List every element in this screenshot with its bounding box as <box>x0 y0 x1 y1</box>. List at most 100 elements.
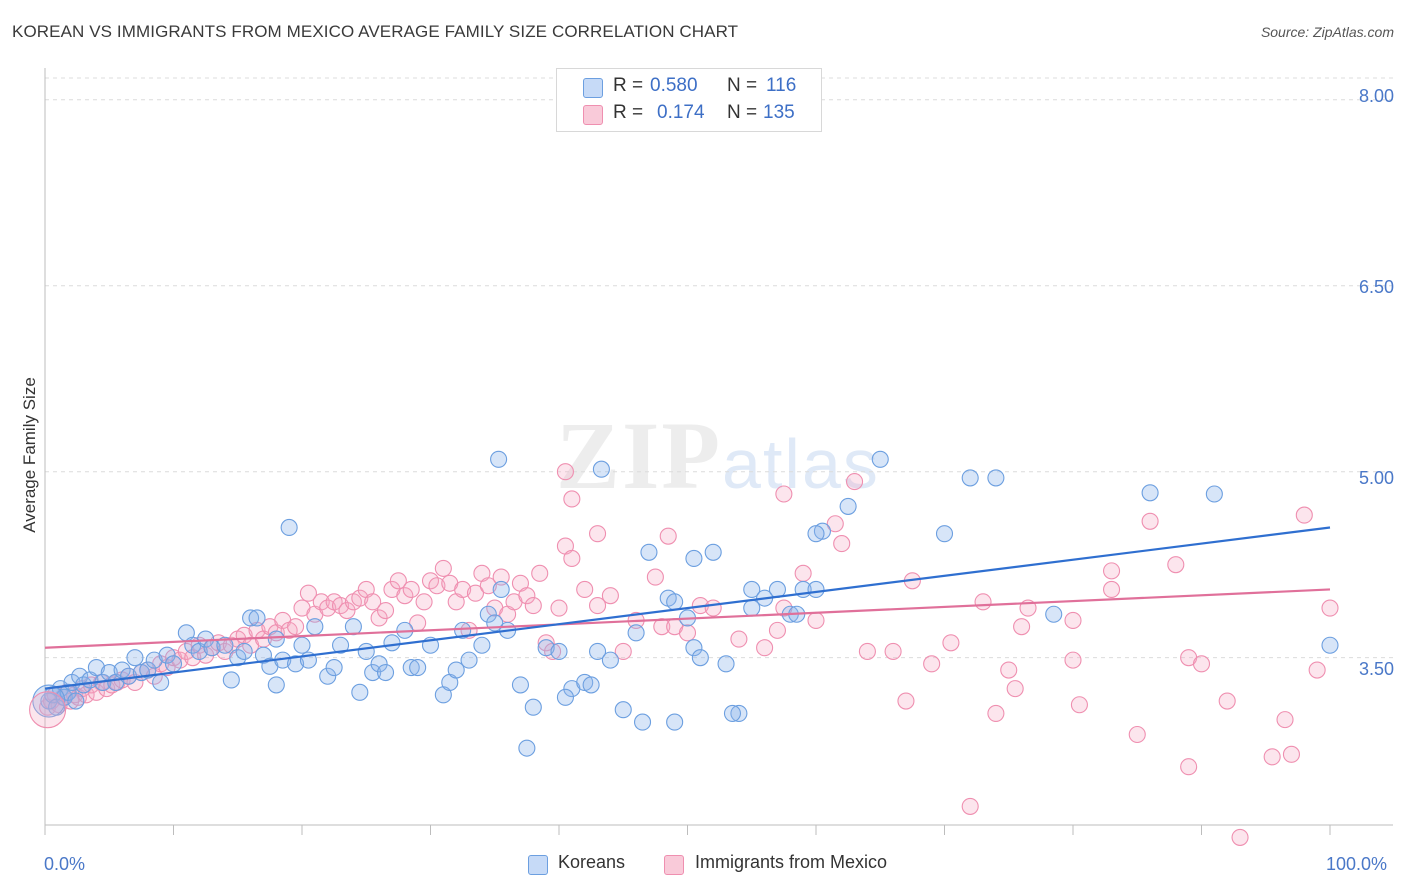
koreans-point <box>87 659 105 677</box>
koreans-point <box>592 460 610 478</box>
koreans-point <box>550 642 568 660</box>
koreans-point <box>492 580 510 599</box>
mexico-point <box>364 593 382 611</box>
mexico-point <box>1064 611 1082 630</box>
mexico-point <box>396 587 414 605</box>
mexico-point <box>479 577 497 595</box>
koreans-point <box>807 580 825 599</box>
mexico-point <box>923 655 941 673</box>
koreans-point <box>158 646 176 664</box>
mexico-point <box>312 593 330 611</box>
mexico-trend-line <box>44 588 1331 649</box>
koreans-swatch <box>583 78 603 98</box>
mexico-legend-swatch <box>664 855 684 875</box>
x-tick-label-start: 0.0% <box>44 854 86 874</box>
koreans-point <box>666 713 684 731</box>
mexico-point <box>1000 661 1018 679</box>
koreans-point <box>601 651 619 669</box>
n-value: 135 <box>763 102 795 123</box>
koreans-point <box>364 663 382 682</box>
koreans-point <box>730 704 748 722</box>
koreans-point <box>67 692 85 710</box>
koreans-point <box>961 469 979 487</box>
mexico-point <box>454 580 472 599</box>
r-value: 0.580 <box>650 75 698 96</box>
watermark: ZIPatlas <box>556 400 880 511</box>
mexico-point <box>897 692 915 710</box>
mexico-point <box>974 593 992 611</box>
mexico-point <box>1013 618 1031 636</box>
koreans-point <box>556 688 574 706</box>
koreans-point <box>351 683 369 701</box>
legend-row-mexico: R = 0.174 N = 135 <box>557 102 821 128</box>
mexico-point <box>299 584 317 602</box>
koreans-legend-label: Koreans <box>558 852 626 872</box>
koreans-point <box>460 651 478 669</box>
koreans-trend-line <box>44 526 1331 690</box>
koreans-point <box>717 655 735 673</box>
mexico-point <box>1276 711 1294 729</box>
mexico-point <box>858 642 876 660</box>
mexico-point <box>537 634 555 652</box>
koreans-point <box>1321 636 1339 654</box>
y-axis-label: Average Family Size <box>20 377 39 533</box>
y-tick-label: 3.50 <box>1358 659 1394 679</box>
bottom-legend-mexico: Immigrants from Mexico <box>664 852 888 875</box>
mexico-point <box>1103 562 1121 580</box>
n-label: N = <box>727 102 758 123</box>
koreans-point <box>139 661 157 679</box>
koreans-point <box>383 634 401 652</box>
bottom-legend-koreans: Koreans <box>528 852 626 875</box>
legend-row-koreans: R = 0.580 N = 116 <box>557 75 821 101</box>
mexico-point <box>704 599 722 617</box>
koreans-point <box>370 655 388 673</box>
koreans-point <box>511 676 530 694</box>
koreans-point <box>871 450 889 468</box>
koreans-point <box>280 518 298 537</box>
koreans-point <box>293 636 311 654</box>
mexico-point <box>678 624 697 642</box>
mexico-point <box>845 473 864 491</box>
koreans-point <box>614 701 632 719</box>
mexico-point <box>1070 696 1088 714</box>
n-label: N = <box>727 75 758 96</box>
koreans-point <box>537 639 555 657</box>
koreans-point <box>267 630 285 648</box>
mexico-point <box>756 639 774 657</box>
mexico-point <box>576 580 594 599</box>
mexico-point <box>833 535 851 553</box>
mexico-point <box>588 597 607 615</box>
koreans-point <box>524 698 542 716</box>
source-note: Source: ZipAtlas.com <box>1260 24 1394 40</box>
y-tick-label: 8.00 <box>1358 86 1394 106</box>
mexico-point <box>550 599 568 617</box>
mexico-point <box>351 589 369 607</box>
koreans-point <box>216 636 234 654</box>
mexico-point <box>338 601 356 620</box>
mexico-point <box>492 568 510 586</box>
koreans-point <box>743 599 761 617</box>
koreans-point <box>164 655 183 673</box>
mexico-legend-label: Immigrants from Mexico <box>695 852 888 872</box>
koreans-point <box>685 639 703 657</box>
koreans-point <box>235 642 253 660</box>
mexico-point <box>1263 748 1281 766</box>
mexico-point <box>794 564 812 582</box>
mexico-point <box>987 704 1005 722</box>
koreans-point <box>402 659 420 677</box>
koreans-point <box>152 673 170 691</box>
watermark-atlas: atlas <box>722 425 880 503</box>
mexico-point <box>524 597 542 615</box>
mexico-point <box>319 599 337 617</box>
mexico-point <box>402 580 420 599</box>
mexico-point <box>1192 655 1211 673</box>
mexico-point <box>466 584 485 602</box>
koreans-point <box>126 649 144 667</box>
koreans-point <box>287 655 305 673</box>
mexico-point <box>601 587 619 605</box>
koreans-point <box>839 497 857 515</box>
mexico-point <box>1308 661 1326 679</box>
chart-title: KOREAN VS IMMIGRANTS FROM MEXICO AVERAGE… <box>12 22 739 41</box>
koreans-point <box>723 704 742 722</box>
correlation-legend: R = 0.580 N = 116 R = 0.174 N = 135 <box>556 68 822 132</box>
